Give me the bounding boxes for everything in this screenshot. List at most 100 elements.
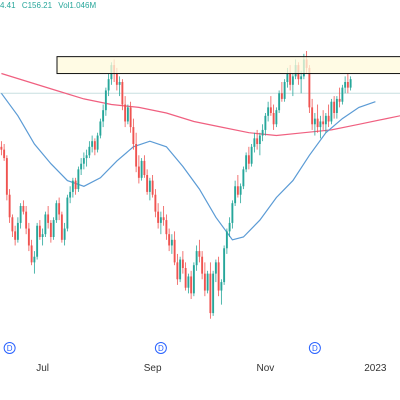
candle <box>212 270 215 316</box>
candle <box>8 189 11 223</box>
candle-body <box>27 228 30 246</box>
candle-body <box>66 197 69 229</box>
candle <box>322 110 325 130</box>
candle-body <box>71 180 74 192</box>
candle-body <box>168 234 171 246</box>
candle-body <box>63 228 66 240</box>
candle-body <box>148 180 151 192</box>
candle-body <box>231 203 234 223</box>
candle <box>148 177 151 201</box>
candle <box>214 259 217 283</box>
candle-body <box>184 268 187 288</box>
candle-body <box>214 262 217 274</box>
candle <box>143 155 146 178</box>
candle-body <box>349 79 352 88</box>
candle <box>261 124 264 142</box>
time-axis: DDDDJulSepNov2023 <box>3 342 387 374</box>
candle <box>278 90 281 113</box>
candle-body <box>228 222 231 232</box>
candle-body <box>165 220 168 235</box>
candle-body <box>143 160 146 175</box>
candle <box>91 135 94 153</box>
candle <box>93 138 96 156</box>
candle-body <box>5 158 8 195</box>
candle <box>88 141 91 159</box>
candle <box>184 262 187 291</box>
candle-body <box>346 82 349 88</box>
candle <box>206 270 209 294</box>
candle <box>187 273 190 294</box>
candle-body <box>96 135 99 150</box>
candle <box>228 217 231 237</box>
candle-body <box>344 82 347 88</box>
candle-body <box>190 276 193 294</box>
candle-body <box>74 180 77 190</box>
candle-body <box>253 138 256 147</box>
x-tick-label: Nov <box>256 363 274 374</box>
candle <box>236 175 239 198</box>
candle-body <box>286 73 289 82</box>
candle <box>55 200 58 223</box>
candle <box>316 104 319 133</box>
x-tick-label: 2023 <box>364 363 387 374</box>
candle <box>47 206 50 229</box>
ohlc-volume: Vol1.046M <box>58 1 97 10</box>
dividend-marker: D <box>3 342 16 354</box>
dividend-marker: D <box>308 342 321 354</box>
candle-body <box>280 93 283 99</box>
candle-body <box>338 98 341 102</box>
candle-body <box>239 186 242 195</box>
candle-body <box>316 118 319 128</box>
candle <box>22 200 25 215</box>
candle <box>225 228 228 254</box>
candle <box>220 279 223 305</box>
candle <box>85 149 88 167</box>
candle-body <box>322 121 325 125</box>
candle <box>16 217 19 243</box>
candle <box>38 220 41 240</box>
x-tick-label: Jul <box>36 363 49 374</box>
candle-body <box>181 259 184 268</box>
candle-body <box>261 129 264 136</box>
candle-body <box>99 121 102 136</box>
candle <box>275 107 278 128</box>
candle-body <box>291 76 294 85</box>
candle-body <box>135 144 138 167</box>
candle-body <box>209 273 212 314</box>
candle-body <box>275 110 278 125</box>
candle <box>253 132 256 153</box>
candle <box>36 222 39 260</box>
candle <box>333 96 336 119</box>
candle <box>327 104 330 128</box>
candle-body <box>264 115 267 130</box>
candle-body <box>140 160 143 178</box>
candle-body <box>33 256 36 263</box>
candles-layer <box>0 51 352 319</box>
candle <box>121 79 124 111</box>
candle-body <box>154 194 157 212</box>
candle-body <box>187 276 190 288</box>
ohlc-header: 4.41 C156.21 Vol1.046M <box>0 0 100 12</box>
candle-body <box>88 146 91 156</box>
candle-body <box>41 234 44 237</box>
candle <box>272 104 275 130</box>
candle-body <box>173 239 176 263</box>
candle <box>283 79 286 102</box>
candle <box>99 118 102 139</box>
candle-body <box>47 214 50 223</box>
candle <box>96 132 99 153</box>
candle-body <box>151 180 154 195</box>
candle <box>49 220 52 243</box>
candle <box>41 228 44 246</box>
candle <box>209 262 212 319</box>
candle <box>74 177 77 195</box>
candle <box>245 152 248 173</box>
candle-body <box>132 127 135 144</box>
ma-short-line <box>0 92 376 241</box>
candle-body <box>308 67 311 108</box>
candle <box>181 251 184 274</box>
moving-averages-layer <box>0 72 400 241</box>
candle-body <box>19 206 22 223</box>
candle-body <box>157 211 160 223</box>
